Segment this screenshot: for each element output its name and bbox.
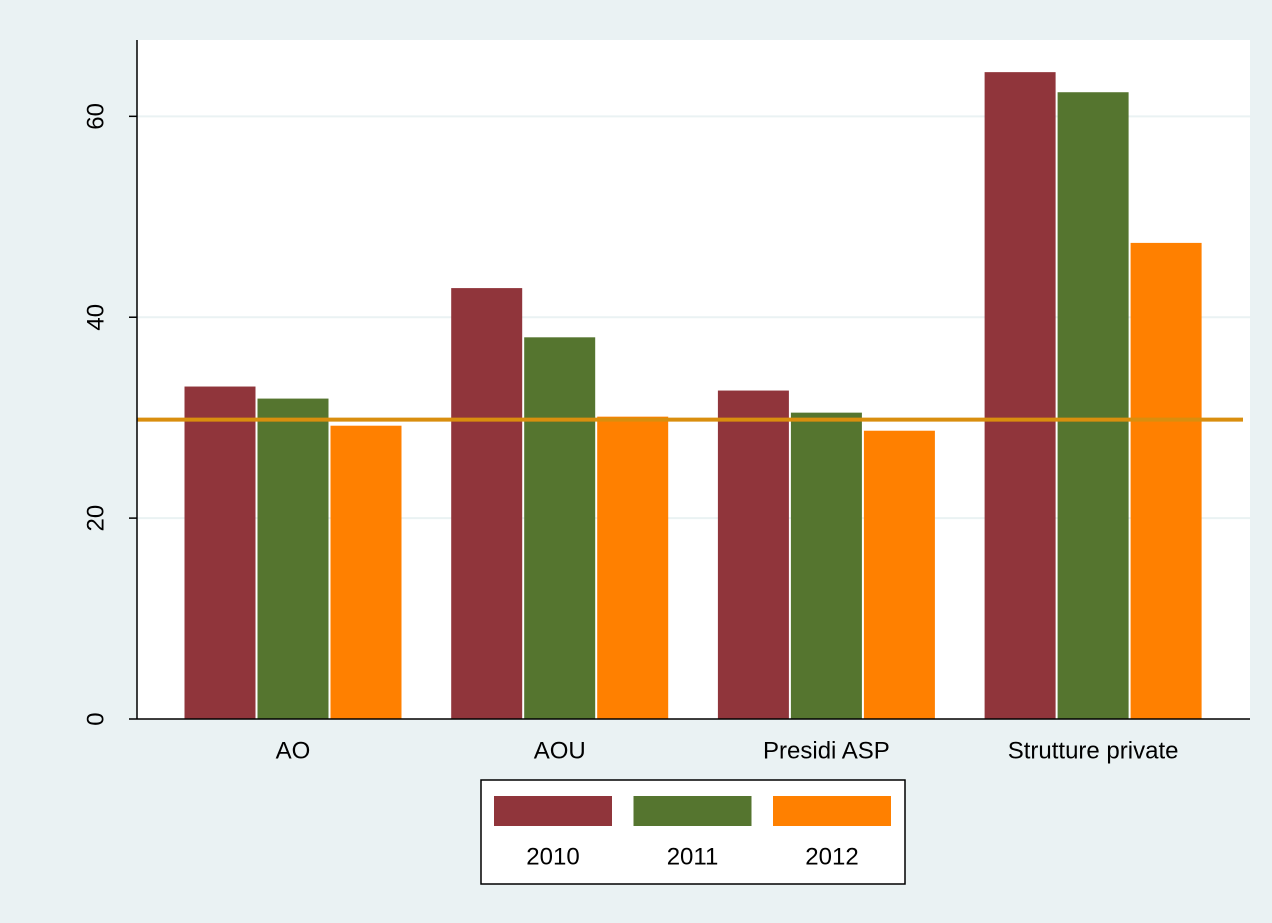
bar xyxy=(863,430,935,719)
x-tick-label: AOU xyxy=(534,737,586,764)
y-tick-label: 40 xyxy=(82,304,109,331)
bar xyxy=(451,288,523,719)
legend-swatch xyxy=(494,796,612,826)
bar xyxy=(790,412,862,719)
bar xyxy=(984,72,1056,719)
bar xyxy=(524,337,596,719)
y-tick-label: 0 xyxy=(82,712,109,725)
bar xyxy=(597,416,669,719)
bar xyxy=(330,425,402,719)
legend-label: 2011 xyxy=(667,843,719,870)
y-tick-label: 60 xyxy=(82,103,109,130)
x-tick-label: Presidi ASP xyxy=(763,737,890,764)
legend-label: 2010 xyxy=(526,843,579,870)
bar xyxy=(184,386,256,719)
y-tick-label: 20 xyxy=(82,505,109,532)
bar xyxy=(717,390,789,719)
x-tick-label: AO xyxy=(276,737,311,764)
x-tick-label: Strutture private xyxy=(1008,737,1179,764)
bar xyxy=(1057,92,1129,719)
legend-swatch xyxy=(633,796,752,826)
legend-swatch xyxy=(773,796,891,826)
legend-label: 2012 xyxy=(805,843,858,870)
bar xyxy=(1130,242,1202,719)
bar xyxy=(257,398,329,719)
